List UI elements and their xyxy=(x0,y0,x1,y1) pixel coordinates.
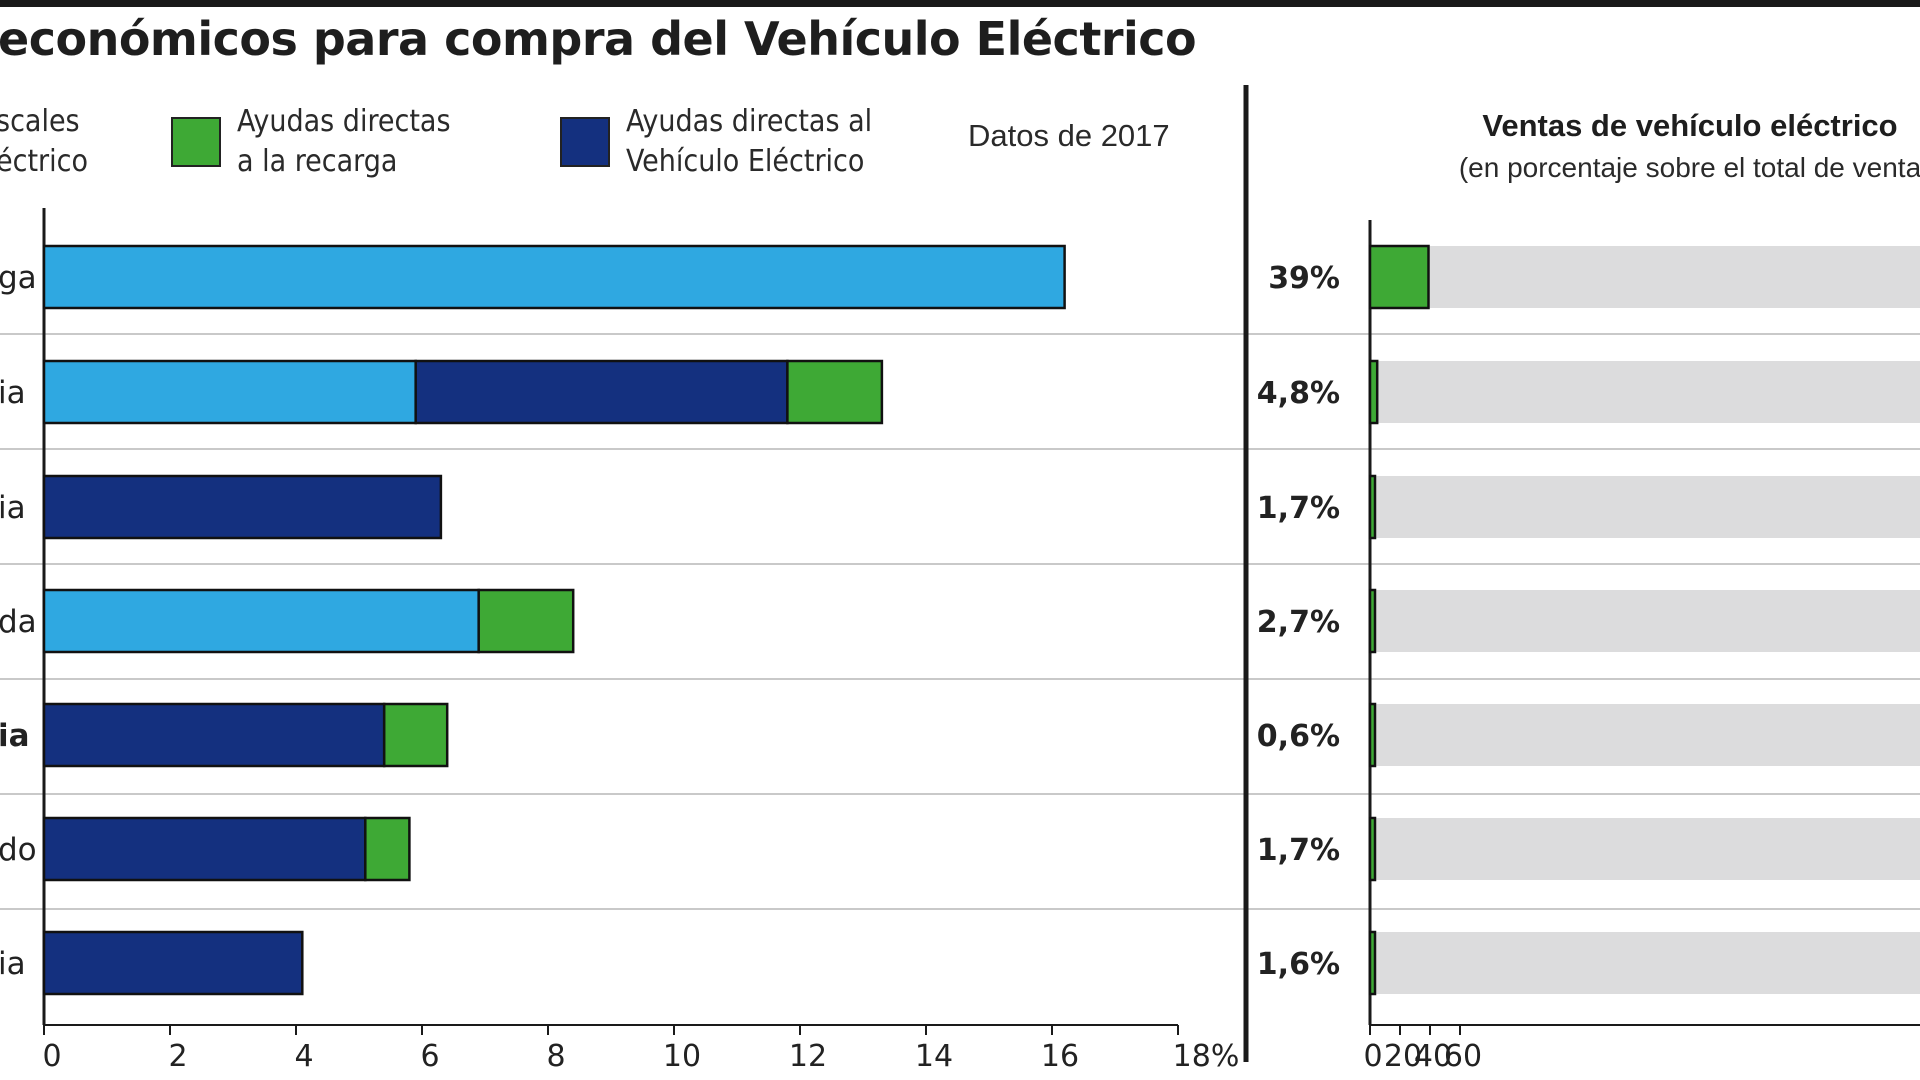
legend-label-recarga-line2: a la recarga xyxy=(237,144,398,179)
category-label: ia xyxy=(0,375,26,411)
x-tick-label: 12 xyxy=(789,1039,827,1074)
legend-swatch-recarga xyxy=(171,117,221,167)
category-label: ia xyxy=(0,946,26,982)
bar-segment xyxy=(42,816,367,882)
sales-value-label: 39% xyxy=(1268,261,1340,296)
sales-value-label: 2,7% xyxy=(1257,605,1340,640)
bar-segment xyxy=(477,588,575,654)
x-tick-label: 14 xyxy=(915,1039,953,1074)
sales-bar xyxy=(1368,930,1377,996)
bar-segment xyxy=(42,588,480,654)
sales-tick-label: 20 xyxy=(1384,1039,1422,1074)
bar-segment xyxy=(42,474,443,540)
legend-label-fiscales-line1: scales xyxy=(0,104,80,139)
sales-track xyxy=(1370,818,1920,880)
x-tick-label: 16 xyxy=(1041,1039,1079,1074)
legend-label-vehiculo-line1: Ayudas directas al xyxy=(626,104,873,139)
sales-value-label: 4,8% xyxy=(1257,376,1340,411)
category-label: da xyxy=(0,604,37,640)
bar-segment xyxy=(382,702,449,768)
bar-segment xyxy=(414,359,789,425)
category-label: do xyxy=(0,832,37,868)
x-tick-label: 4 xyxy=(294,1039,313,1074)
x-tick-label: 10 xyxy=(663,1039,701,1074)
sales-track xyxy=(1370,590,1920,652)
sales-value-label: 1,7% xyxy=(1257,491,1340,526)
legend-label-recarga-line1: Ayudas directas xyxy=(237,104,451,139)
top-rule xyxy=(0,0,1920,7)
sales-value-label: 0,6% xyxy=(1257,719,1340,754)
chart-title: económicos para compra del Vehículo Eléc… xyxy=(0,12,1197,66)
sales-bar xyxy=(1368,359,1379,425)
bar-segment xyxy=(42,930,304,996)
sales-tick-label: 40 xyxy=(1414,1039,1452,1074)
category-label: ga xyxy=(0,260,37,296)
bar-segment xyxy=(42,359,417,425)
x-tick-label: 6 xyxy=(420,1039,439,1074)
sales-track xyxy=(1370,704,1920,766)
category-label: ia xyxy=(0,490,26,526)
sales-bar xyxy=(1368,588,1377,654)
legend-label-vehiculo: Ayudas directas al Vehículo Eléctrico xyxy=(626,102,872,182)
legend-label-vehiculo-line2: Vehículo Eléctrico xyxy=(626,144,865,179)
sales-value-label: 1,7% xyxy=(1257,833,1340,868)
legend-swatch-vehiculo xyxy=(560,117,610,167)
sales-track xyxy=(1370,932,1920,994)
sales-bar xyxy=(1368,474,1377,540)
x-tick-label: 0 xyxy=(42,1039,61,1074)
legend-label-fiscales: scales éctrico xyxy=(0,102,88,182)
sales-value-label: 1,6% xyxy=(1257,947,1340,982)
legend-label-recarga: Ayudas directas a la recarga xyxy=(237,102,451,182)
sales-tick-label: 0 xyxy=(1363,1039,1382,1074)
x-tick-label: 18% xyxy=(1173,1039,1240,1074)
x-tick-label: 8 xyxy=(546,1039,565,1074)
sales-track xyxy=(1370,361,1920,423)
sales-track xyxy=(1370,246,1920,308)
sales-bar xyxy=(1368,816,1377,882)
data-year-note: Datos de 2017 xyxy=(968,118,1170,153)
bar-segment xyxy=(786,359,884,425)
category-label: ia xyxy=(0,718,30,754)
x-tick-label: 2 xyxy=(168,1039,187,1074)
bar-segment xyxy=(42,244,1066,310)
sales-tick-label: 60 xyxy=(1444,1039,1482,1074)
sales-bar xyxy=(1368,702,1377,768)
bar-segment xyxy=(42,702,386,768)
sales-track xyxy=(1370,476,1920,538)
sales-panel-subtitle: (en porcentaje sobre el total de venta xyxy=(1458,152,1920,183)
bar-segment xyxy=(364,816,411,882)
sales-bar xyxy=(1368,244,1430,310)
sales-panel-title: Ventas de vehículo eléctrico xyxy=(1482,108,1898,143)
legend-label-fiscales-line2: éctrico xyxy=(0,144,88,179)
